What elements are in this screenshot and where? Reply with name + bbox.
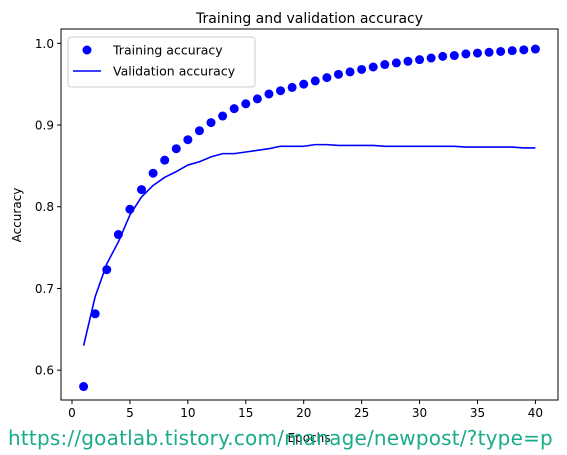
training-point [415, 55, 425, 65]
training-point [90, 309, 100, 319]
x-axis-ticks: 0 5 10 15 20 25 30 35 40 [68, 400, 543, 420]
training-point [403, 56, 413, 66]
training-point [472, 48, 482, 58]
training-point [426, 53, 436, 63]
y-axis-ticks: 0.6 0.7 0.8 0.9 1.0 [35, 37, 61, 378]
y-tick-label: 0.6 [35, 364, 54, 378]
x-tick-label: 20 [296, 406, 311, 420]
training-point [229, 104, 239, 114]
x-axis-label: Epochs [288, 431, 331, 445]
training-point [368, 62, 378, 72]
training-point [276, 86, 286, 96]
training-point [507, 46, 517, 56]
training-point [322, 73, 332, 83]
y-tick-label: 0.8 [35, 200, 54, 214]
legend: Training accuracy Validation accuracy [67, 36, 256, 88]
training-point [241, 99, 251, 109]
y-axis-label: Accuracy [10, 188, 24, 243]
training-point [438, 51, 448, 61]
plot-area [79, 44, 540, 392]
legend-marker-training [82, 45, 92, 55]
training-point [333, 69, 343, 79]
training-point [194, 126, 204, 136]
training-point [380, 60, 390, 70]
training-point [183, 135, 193, 145]
training-point [530, 44, 540, 54]
training-point [519, 45, 529, 55]
training-point [496, 46, 506, 56]
training-point [310, 76, 320, 86]
training-point [449, 51, 459, 61]
training-point [484, 47, 494, 57]
training-point [264, 89, 274, 99]
x-tick-label: 10 [180, 406, 195, 420]
training-point [287, 82, 297, 92]
x-tick-label: 40 [528, 406, 543, 420]
legend-box [67, 36, 256, 88]
x-tick-label: 35 [470, 406, 485, 420]
training-point [79, 382, 89, 392]
training-point [461, 49, 471, 59]
series-line-validation [82, 143, 536, 346]
y-tick-label: 0.9 [35, 119, 54, 133]
training-point [206, 118, 216, 128]
watermark-url: https://goatlab.tistory.com/manage/newpo… [8, 426, 553, 450]
training-point [148, 168, 158, 178]
y-tick-label: 0.7 [35, 282, 54, 296]
training-point [218, 111, 228, 121]
legend-label-validation: Validation accuracy [113, 64, 236, 79]
training-point [160, 155, 170, 165]
legend-label-training: Training accuracy [112, 43, 223, 58]
chart-title: Training and validation accuracy [195, 11, 423, 27]
axes-frame [60, 28, 559, 401]
x-tick-label: 5 [126, 406, 134, 420]
x-tick-label: 30 [412, 406, 427, 420]
training-point [357, 64, 367, 74]
x-tick-label: 0 [68, 406, 76, 420]
training-point [252, 94, 262, 104]
training-point [391, 58, 401, 68]
training-point [345, 67, 355, 77]
x-tick-label: 25 [354, 406, 369, 420]
y-tick-label: 1.0 [35, 37, 54, 51]
training-point [137, 185, 147, 195]
training-point [171, 144, 181, 154]
training-point [299, 79, 309, 89]
x-tick-label: 15 [238, 406, 253, 420]
